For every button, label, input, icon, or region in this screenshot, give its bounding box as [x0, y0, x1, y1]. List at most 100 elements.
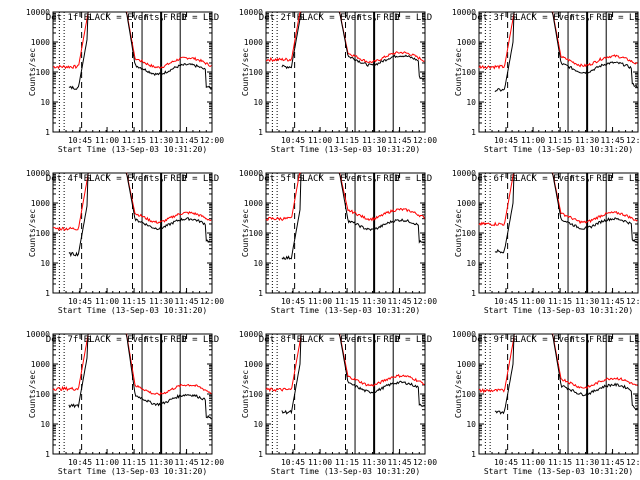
- marker-letter: F: [589, 335, 594, 344]
- marker-letter: F: [570, 174, 575, 183]
- events-rate-series: [494, 11, 639, 93]
- chart-panel: 1 10 100 1000 10000 10:45 11:00 11:15 11:30 11:45…: [452, 330, 640, 476]
- marker-letter: E: [608, 13, 613, 22]
- x-tick-label: 10:45: [68, 458, 92, 467]
- y-tick-label: 100: [462, 229, 477, 238]
- chart-title: Det 9f BLACK = Events, RED = LLD: [472, 335, 640, 345]
- y-tick-label: 10: [466, 259, 476, 268]
- x-tick-label: 10:45: [281, 136, 305, 145]
- lld-rate-series: [52, 333, 212, 396]
- x-axis-label: Start Time (13-Sep-03 10:31:20): [271, 467, 420, 476]
- events-rate-series: [68, 172, 213, 258]
- x-tick-label: 11:45: [388, 136, 412, 145]
- x-tick-label: 11:00: [521, 458, 545, 467]
- chart-panel: 1 10 100 1000 10000 10:45 11:00 11:15 11:30 11:45…: [239, 330, 437, 476]
- x-tick-label: 11:00: [95, 458, 119, 467]
- marker-letter: S: [513, 13, 518, 22]
- x-axis-label: Start Time (13-Sep-03 10:31:20): [484, 467, 633, 476]
- marker-letter: S: [87, 13, 92, 22]
- y-axis-label: Counts/sec: [28, 209, 37, 257]
- marker-letter: E: [182, 174, 187, 183]
- y-axis-label: Counts/sec: [454, 209, 463, 257]
- marker-letter: F: [357, 13, 362, 22]
- x-tick-label: 11:45: [388, 297, 412, 306]
- x-tick-label: 11:15: [335, 136, 359, 145]
- marker-letter: F: [589, 13, 594, 22]
- marker-letter: S: [300, 13, 305, 22]
- lld-rate-series: [265, 333, 425, 393]
- y-tick-label: 10000: [26, 169, 50, 178]
- x-tick-label: 12:00: [200, 136, 224, 145]
- lld-rate-series: [478, 172, 638, 227]
- x-tick-label: 11:15: [335, 458, 359, 467]
- x-tick-label: 12:00: [413, 297, 437, 306]
- x-tick-label: 10:45: [494, 458, 518, 467]
- y-tick-label: 1: [258, 450, 263, 459]
- chart-panel: 1 10 100 1000 10000 10:45 11:00 11:15 11:30 11:45…: [26, 8, 224, 154]
- x-tick-label: 11:00: [521, 136, 545, 145]
- marker-letter: F: [357, 174, 362, 183]
- y-tick-label: 1: [258, 128, 263, 137]
- marker-letter: F: [376, 174, 381, 183]
- y-tick-label: 100: [249, 229, 264, 238]
- x-tick-label: 11:00: [308, 297, 332, 306]
- y-tick-label: 10000: [452, 169, 476, 178]
- x-tick-label: 12:00: [626, 458, 640, 467]
- y-tick-label: 1: [258, 289, 263, 298]
- y-axis-label: Counts/sec: [28, 370, 37, 418]
- x-tick-label: 10:45: [68, 136, 92, 145]
- chart-title: Det 6f BLACK = Events, RED = LLD: [472, 174, 640, 184]
- x-tick-label: 11:30: [575, 458, 599, 467]
- marker-letter: E: [608, 335, 613, 344]
- x-axis-label: Start Time (13-Sep-03 10:31:20): [58, 145, 207, 154]
- marker-letter: F: [570, 13, 575, 22]
- x-tick-label: 10:45: [494, 136, 518, 145]
- chart-panel: 1 10 100 1000 10000 10:45 11:00 11:15 11:30 11:45…: [452, 169, 640, 315]
- x-tick-label: 11:45: [601, 458, 625, 467]
- events-rate-series: [281, 333, 426, 415]
- y-tick-label: 10000: [26, 330, 50, 339]
- marker-letter: S: [87, 335, 92, 344]
- x-tick-label: 12:00: [200, 458, 224, 467]
- x-tick-label: 11:15: [122, 458, 146, 467]
- y-axis-label: Counts/sec: [28, 48, 37, 96]
- lld-rate-series: [52, 172, 212, 232]
- y-tick-label: 1000: [457, 38, 476, 47]
- x-tick-label: 11:30: [149, 136, 173, 145]
- x-axis-label: Start Time (13-Sep-03 10:31:20): [271, 306, 420, 315]
- x-tick-label: 11:00: [308, 458, 332, 467]
- marker-letter: F: [163, 174, 168, 183]
- x-axis-label: Start Time (13-Sep-03 10:31:20): [58, 306, 207, 315]
- y-tick-label: 100: [36, 229, 51, 238]
- y-tick-label: 1000: [244, 38, 263, 47]
- marker-letter: F: [376, 13, 381, 22]
- lld-rate-series: [52, 11, 212, 70]
- marker-letter: E: [395, 335, 400, 344]
- y-axis-label: Counts/sec: [454, 370, 463, 418]
- x-axis-label: Start Time (13-Sep-03 10:31:20): [271, 145, 420, 154]
- y-tick-label: 10: [40, 420, 50, 429]
- marker-letter: S: [513, 174, 518, 183]
- x-tick-label: 11:30: [575, 136, 599, 145]
- events-rate-series: [68, 333, 212, 420]
- x-tick-label: 11:45: [601, 297, 625, 306]
- y-tick-label: 10000: [239, 169, 263, 178]
- x-tick-label: 11:30: [362, 458, 386, 467]
- x-tick-label: 11:30: [362, 136, 386, 145]
- y-tick-label: 10000: [26, 8, 50, 17]
- x-tick-label: 11:30: [149, 297, 173, 306]
- events-rate-series: [494, 333, 639, 415]
- y-tick-label: 1000: [457, 360, 476, 369]
- x-tick-label: 11:30: [575, 297, 599, 306]
- marker-letter: F: [144, 335, 149, 344]
- x-tick-label: 11:15: [122, 297, 146, 306]
- y-tick-label: 10: [466, 420, 476, 429]
- marker-letter: S: [300, 335, 305, 344]
- y-tick-label: 10: [253, 420, 263, 429]
- chart-panel: 1 10 100 1000 10000 10:45 11:00 11:15 11:30 11:45…: [26, 330, 224, 476]
- y-tick-label: 100: [462, 390, 477, 399]
- events-rate-series: [494, 172, 639, 254]
- chart-panel: 1 10 100 1000 10000 10:45 11:00 11:15 11:30 11:45…: [239, 8, 437, 154]
- marker-letter: E: [182, 13, 187, 22]
